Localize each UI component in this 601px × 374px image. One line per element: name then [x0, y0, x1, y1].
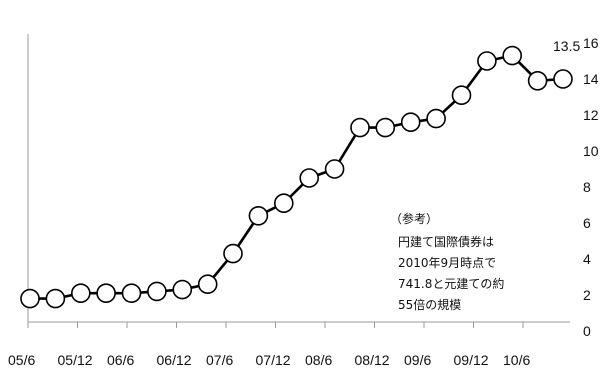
data-point [502, 45, 523, 66]
x-tick-label: 06/6 [107, 352, 134, 368]
y-tick-label: 0 [583, 323, 591, 339]
y-tick-label: 4 [583, 251, 591, 267]
data-point [324, 159, 345, 179]
y-tick-label: 2 [583, 287, 591, 303]
last-value-label: 13.5 [553, 38, 580, 54]
x-tick-label: 09/12 [454, 352, 489, 368]
data-point [273, 193, 294, 213]
data-point [451, 85, 472, 105]
annotation-line: 2010年9月時点で [398, 256, 496, 270]
data-point [477, 51, 497, 71]
annotation-line: （参考） [390, 211, 438, 226]
data-point [553, 69, 573, 89]
x-tick-label: 08/12 [355, 352, 390, 368]
x-tick-label: 05/12 [58, 352, 93, 368]
annotation-line: 741.8と元建ての約 [398, 276, 504, 291]
data-point [96, 283, 116, 304]
x-tick-label: 07/12 [256, 352, 291, 368]
y-tick-label: 12 [583, 107, 599, 123]
data-point [400, 112, 421, 132]
data-point [45, 288, 66, 309]
y-tick-label: 14 [583, 71, 599, 87]
y-tick-label: 10 [583, 143, 599, 159]
y-tick-label: 16 [583, 35, 599, 51]
data-points [20, 45, 573, 309]
data-point [147, 281, 167, 302]
annotation-line: 円建て国際債券は [398, 234, 494, 249]
annotation-line: 55倍の規模 [398, 297, 461, 312]
x-tick-label: 10/6 [503, 352, 530, 368]
data-point [527, 71, 548, 91]
x-tick-label: 05/6 [8, 352, 35, 368]
x-tick-label: 06/12 [157, 352, 192, 368]
y-tick-label: 6 [583, 215, 591, 231]
data-point [299, 168, 320, 188]
annotation-box: （参考） 円建て国際債券は 2010年9月時点で 741.8と元建ての約 55倍… [390, 211, 504, 312]
series-line [30, 54, 564, 300]
x-tick-label: 08/6 [305, 352, 332, 368]
data-point [248, 206, 269, 226]
data-point [172, 279, 193, 300]
y-tick-labels: 0 2 4 6 8 10 12 14 16 [583, 35, 599, 339]
data-point [121, 283, 142, 304]
data-point [350, 117, 370, 138]
x-tick-label: 09/6 [404, 352, 431, 368]
data-point [71, 283, 91, 304]
data-point [375, 117, 396, 138]
data-point [223, 243, 243, 264]
x-tick-label: 07/6 [206, 352, 233, 368]
data-point [197, 274, 218, 295]
x-ticks [27, 322, 524, 328]
data-point [20, 288, 40, 309]
y-tick-label: 8 [583, 179, 591, 195]
data-point [426, 108, 446, 129]
x-tick-labels: 05/6 05/12 06/6 06/12 07/6 07/12 08/6 08/12 09/6… [8, 352, 530, 368]
